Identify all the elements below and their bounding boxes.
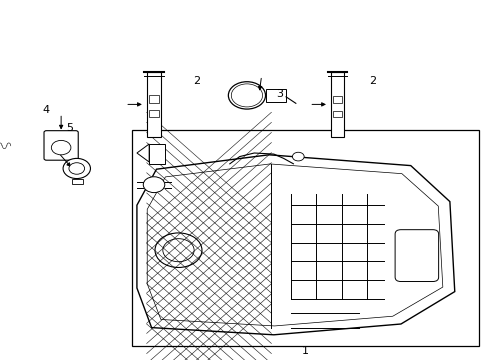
Circle shape: [63, 158, 90, 179]
Text: 2: 2: [193, 76, 200, 86]
Text: 1: 1: [302, 346, 308, 356]
Polygon shape: [137, 155, 454, 335]
FancyBboxPatch shape: [44, 131, 78, 160]
Text: 5: 5: [66, 123, 73, 133]
Text: 2: 2: [368, 76, 376, 86]
Circle shape: [163, 239, 194, 262]
Bar: [332, 96, 341, 103]
Circle shape: [69, 163, 84, 174]
Circle shape: [228, 82, 265, 109]
Bar: [132, 130, 478, 346]
Circle shape: [235, 87, 258, 104]
Bar: [72, 179, 82, 184]
Polygon shape: [137, 144, 149, 162]
Text: 4: 4: [43, 105, 50, 115]
Circle shape: [155, 233, 202, 267]
Circle shape: [143, 177, 164, 193]
Polygon shape: [147, 164, 442, 326]
Bar: [148, 95, 159, 103]
Circle shape: [51, 140, 71, 155]
Text: 3: 3: [276, 89, 283, 99]
Bar: [147, 72, 161, 137]
FancyBboxPatch shape: [394, 230, 438, 282]
Circle shape: [231, 84, 262, 107]
Bar: [148, 110, 159, 117]
Bar: [149, 144, 164, 164]
Bar: [331, 72, 343, 137]
Bar: [332, 111, 341, 117]
Circle shape: [292, 152, 304, 161]
Bar: [265, 89, 285, 102]
